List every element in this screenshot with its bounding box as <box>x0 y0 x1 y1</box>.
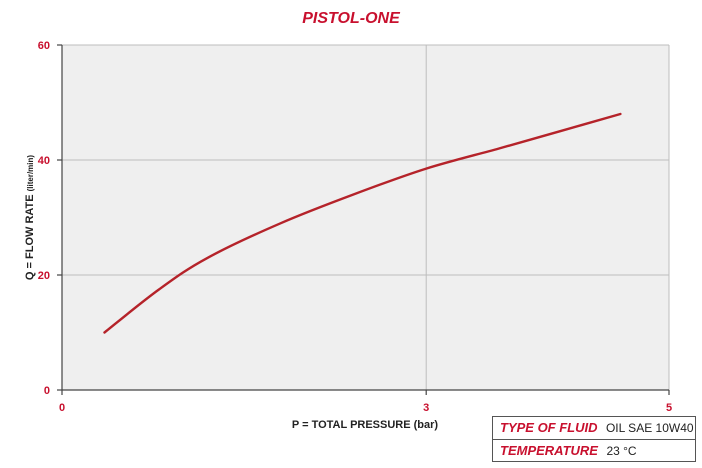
x-axis-label: P = TOTAL PRESSURE (bar) <box>292 419 439 431</box>
fluid-row: TYPE OF FLUID OIL SAE 10W40 <box>493 417 695 439</box>
y-tick-label: 60 <box>38 40 50 52</box>
x-tick-label: 3 <box>423 402 429 414</box>
series-layer <box>103 112 622 334</box>
chart-title: PISTOL-ONE <box>302 10 400 27</box>
fluid-label: TYPE OF FLUID <box>500 420 598 435</box>
y-tick-label: 40 <box>38 155 50 167</box>
tick-labels: 0 20 40 60 0 3 5 <box>38 40 672 414</box>
test-conditions-box: TYPE OF FLUID OIL SAE 10W40 TEMPERATURE … <box>492 416 696 462</box>
plot-area <box>62 45 669 390</box>
temperature-row: TEMPERATURE 23 °C <box>493 439 695 462</box>
grid-lines <box>62 44 670 390</box>
y-axis-label-unit: (liter/min) <box>26 155 35 192</box>
x-tick-label: 0 <box>59 402 65 414</box>
temperature-value: 23 °C <box>606 444 637 458</box>
x-tick-label: 5 <box>666 402 672 414</box>
y-axis-label: Q = FLOW RATE (liter/min) <box>24 155 36 281</box>
flow-rate-curve <box>103 112 622 334</box>
y-tick-label: 20 <box>38 270 50 282</box>
y-axis-label-main: Q = FLOW RATE <box>24 191 36 280</box>
fluid-value: OIL SAE 10W40 <box>605 421 694 435</box>
temperature-label: TEMPERATURE <box>500 443 598 458</box>
axes <box>57 44 670 395</box>
y-tick-label: 0 <box>44 385 50 397</box>
